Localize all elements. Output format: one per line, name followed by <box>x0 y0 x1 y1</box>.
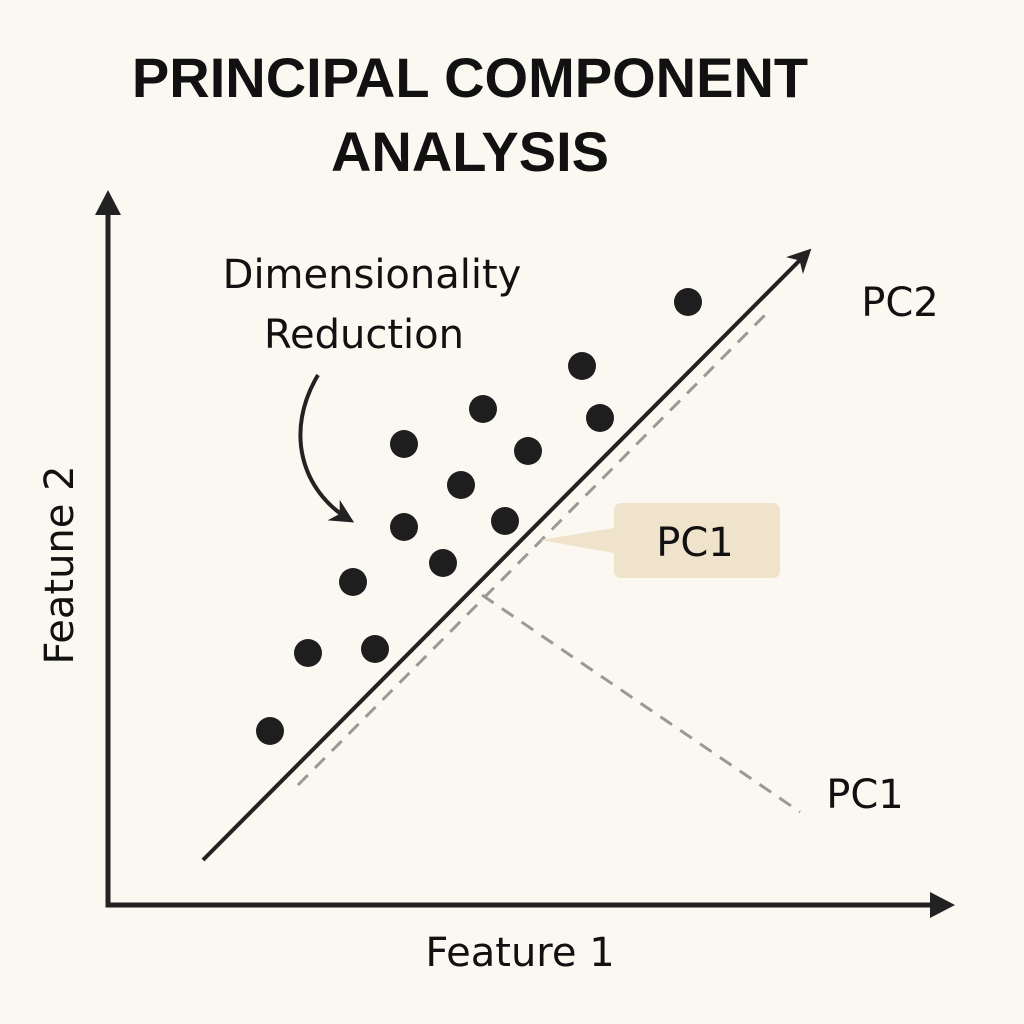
pc1-label: PC1 <box>826 772 904 818</box>
title-line: PRINCIPAL COMPONENT <box>132 46 808 109</box>
annotation-line: Reduction <box>264 312 464 358</box>
point <box>429 549 457 577</box>
annotation-line: Dimensionality <box>223 252 522 298</box>
dashed-perpendicular <box>481 593 801 814</box>
point <box>491 507 519 535</box>
point <box>674 288 702 316</box>
point <box>361 635 389 663</box>
axis-lines <box>105 200 945 908</box>
pc2-label: PC2 <box>861 280 939 326</box>
y-axis-label: Featune 2 <box>37 465 83 664</box>
point <box>514 437 542 465</box>
curved-arrow <box>298 373 355 523</box>
point <box>390 430 418 458</box>
axes <box>95 190 955 918</box>
dashed-projection <box>296 313 767 787</box>
point <box>447 471 475 499</box>
x-axis-label: Feature 1 <box>425 930 614 976</box>
title-line: ANALYSIS <box>331 120 609 183</box>
point <box>256 717 284 745</box>
callout <box>540 503 780 578</box>
point <box>390 513 418 541</box>
point <box>469 395 497 423</box>
x-arrow <box>930 892 955 918</box>
point <box>294 639 322 667</box>
callout-label: PC1 <box>656 520 734 566</box>
point <box>568 352 596 380</box>
data-points <box>256 288 702 745</box>
point <box>339 568 367 596</box>
pc-axis <box>201 248 812 862</box>
y-arrow <box>95 190 121 215</box>
point <box>586 404 614 432</box>
